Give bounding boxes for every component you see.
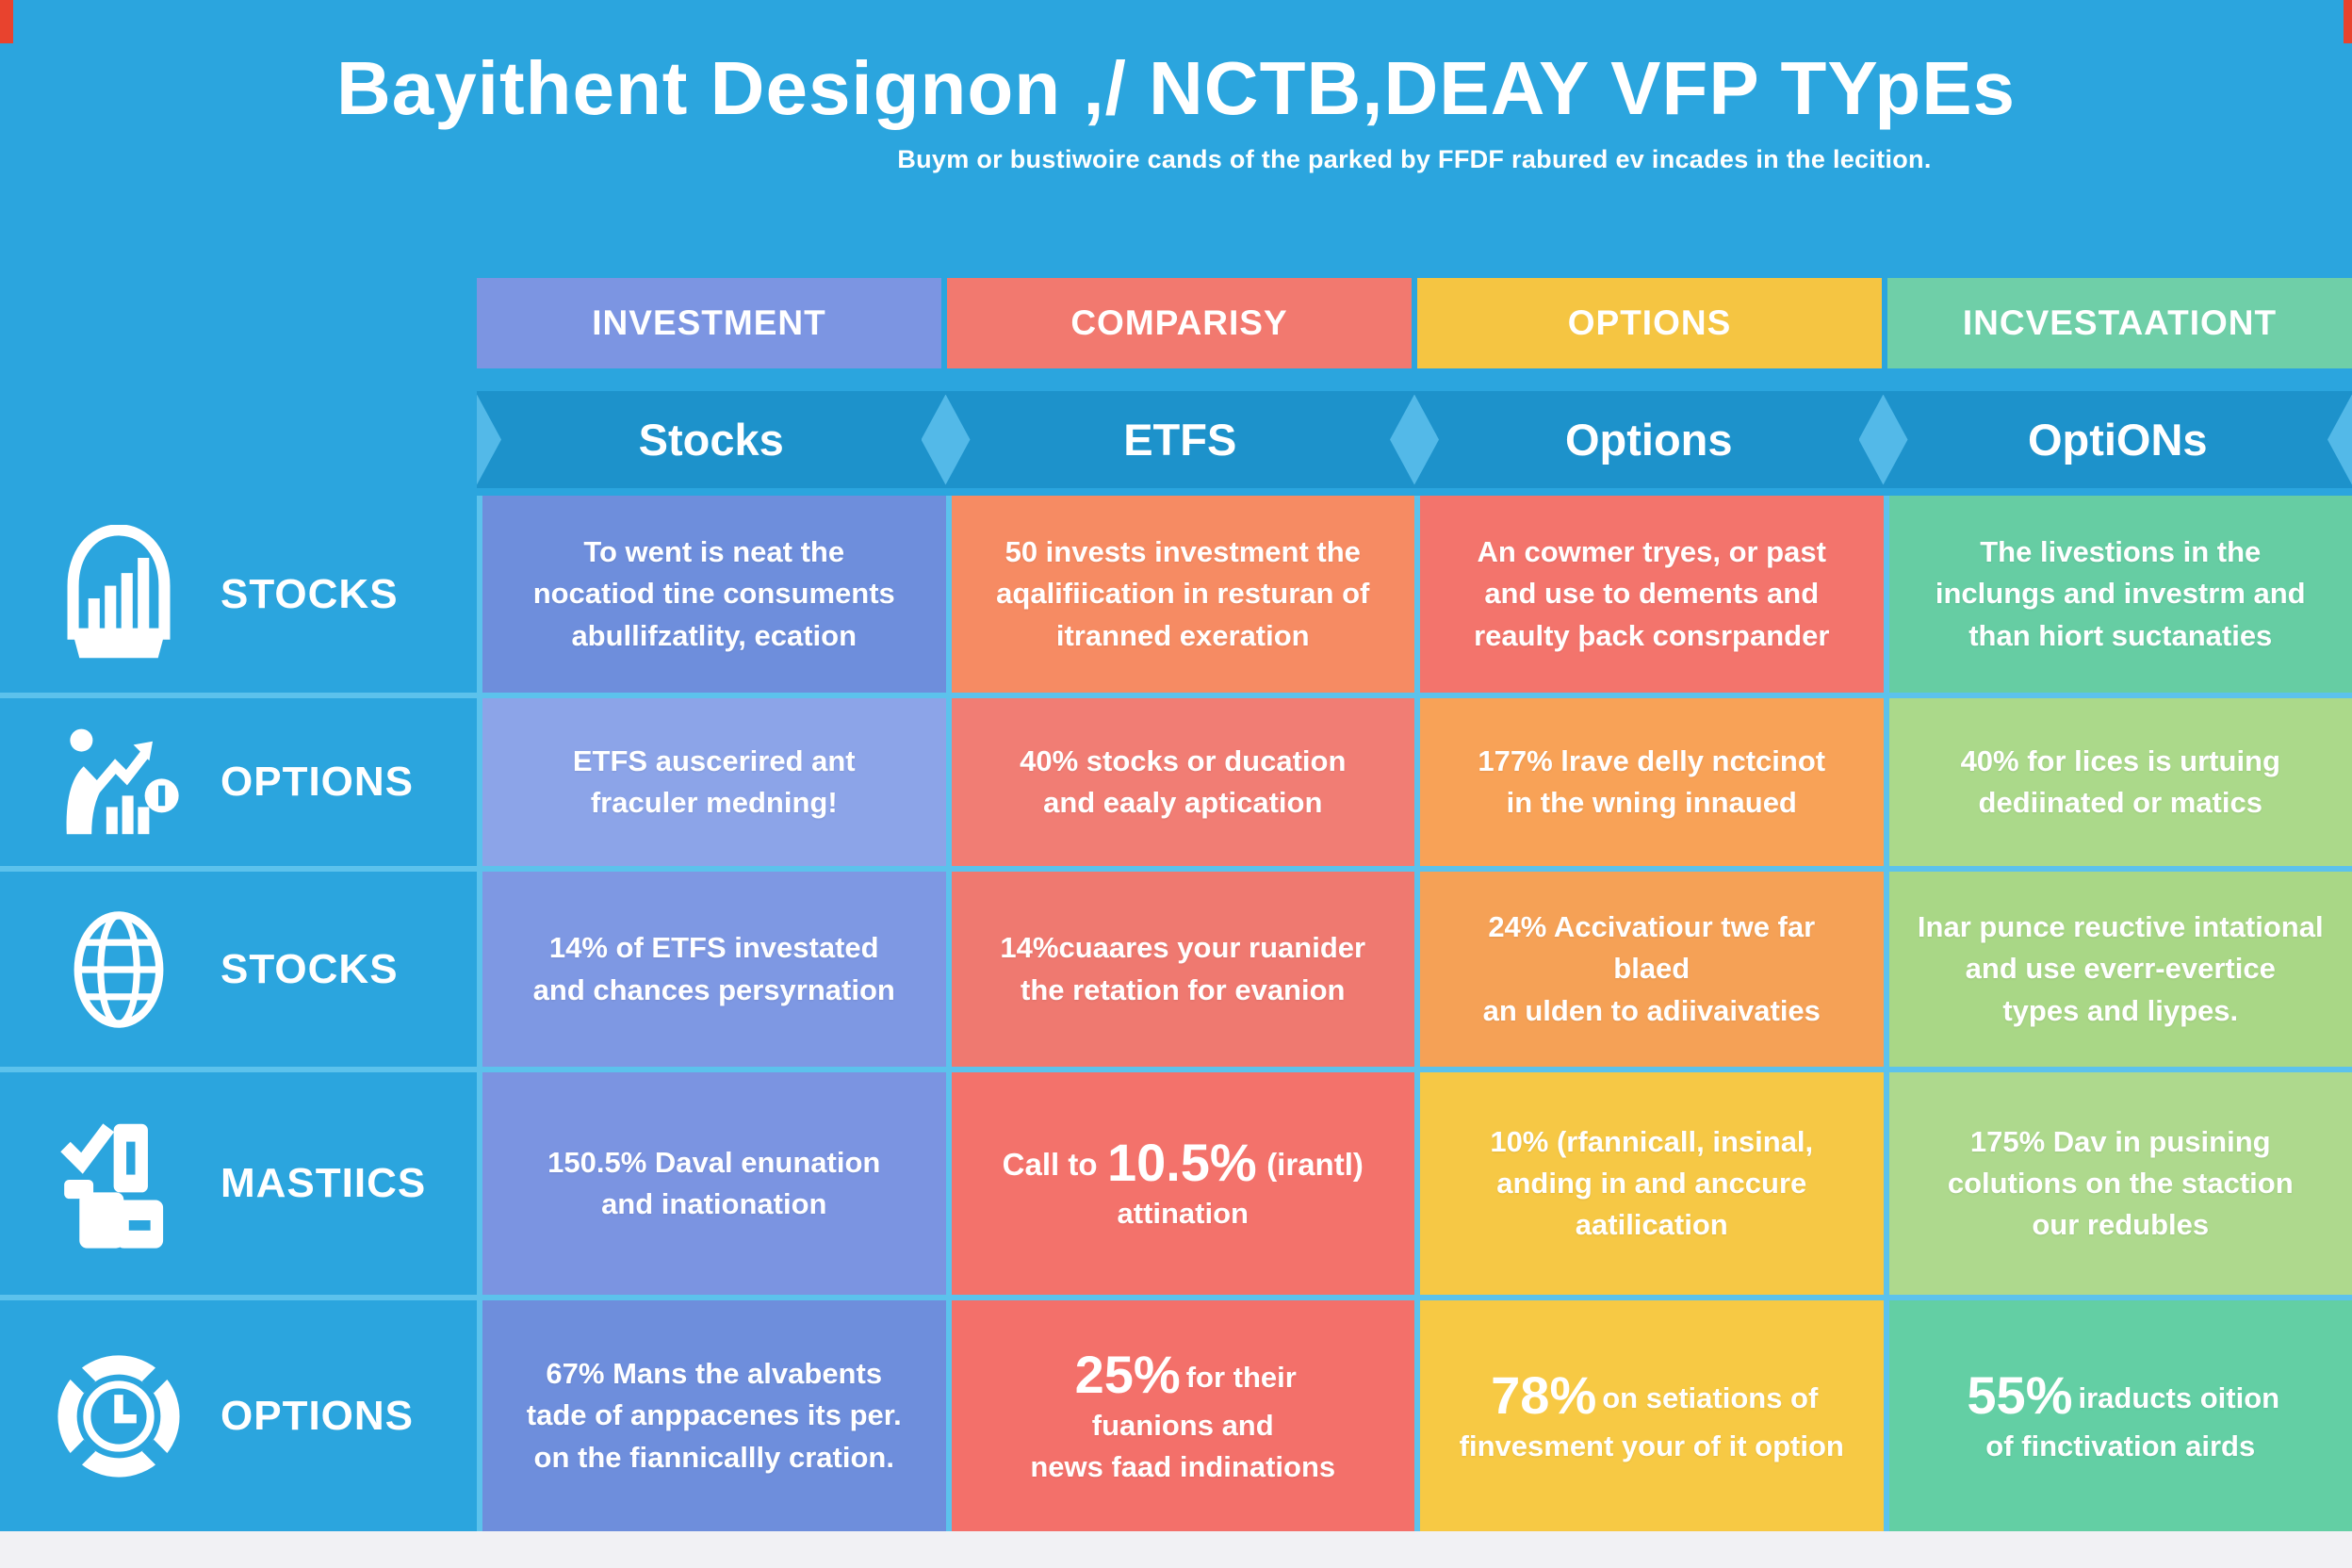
table-cell: ETFS auscerired ant fraculer medning! <box>482 698 946 866</box>
cell-text: 175% Dav in pusining colutions on the st… <box>1947 1124 2294 1241</box>
cell-text: The livestions in the inclungs and inves… <box>1935 535 2306 652</box>
header-spacer <box>0 278 477 368</box>
table-cell: 25% for their fuanions and news faad indi… <box>951 1300 1414 1531</box>
row-label: STOCKS <box>220 945 399 992</box>
cell-big-number: 25% <box>1074 1344 1181 1404</box>
table-body: STOCKS To went is neat the nocatiod tine… <box>0 496 2352 1531</box>
cell-text: attination <box>1117 1197 1250 1231</box>
cell-text: To went is neat the nocatiod tine consum… <box>532 535 895 652</box>
table-cell: Call to 10.5% (irantl) attination <box>951 1072 1414 1295</box>
band-label-options2: OptiONs <box>2027 415 2208 465</box>
cell-text: 24% Accivatiour twe far blaed an ulden t… <box>1482 910 1821 1027</box>
row-label: STOCKS <box>220 570 399 617</box>
ribbon-band: Stocks ETFS Options OptiONs <box>477 391 2352 488</box>
cell-text-suffix: (irantl) <box>1266 1147 1364 1183</box>
cell-text: 177% lrave delly nctcinot in the wning i… <box>1478 743 1826 819</box>
column-header-row: INVESTMENT COMPARISY OPTIONS INCVESTAATI… <box>0 278 2352 368</box>
clock-icon <box>49 1347 188 1486</box>
table-cell: An cowmer tryes, or past and use to deme… <box>1420 496 1884 693</box>
page-subtitle: Buym or bustiwoire cands of the parked b… <box>897 145 1932 173</box>
table-cell: 78% on setiations of finvesment your of i… <box>1420 1300 1884 1531</box>
table-row: STOCKS 14% of ETFS investated and chance… <box>0 872 2352 1067</box>
cell-big-number: 78% <box>1491 1364 1597 1425</box>
cell-text: 14% of ETFS investated and chances persy… <box>532 931 895 1006</box>
row-header-stocks-2: STOCKS <box>0 872 477 1067</box>
row-header-mastiics: MASTIICS <box>0 1072 477 1295</box>
cell-text-prefix: Call to <box>1002 1147 1098 1183</box>
table-cell: 55% iraducts oition of finctivation airds <box>1888 1300 2352 1531</box>
cell-text: 14%cuaares your ruanider the retation fo… <box>1000 931 1366 1006</box>
table-cell: 40% stocks or ducation and eaaly apticat… <box>951 698 1414 866</box>
globe-icon <box>49 907 188 1032</box>
table-cell: 175% Dav in pusining colutions on the st… <box>1888 1072 2352 1295</box>
table-cell: 150.5% Daval enunation and inationation <box>482 1072 946 1295</box>
bottom-strip <box>0 1531 2352 1568</box>
column-header-incvestaationt: INCVESTAATIONT <box>1887 278 2352 368</box>
band-label-options: Options <box>1564 415 1733 465</box>
documents-check-icon <box>49 1114 188 1253</box>
row-header-options-2: OPTIONS <box>0 1300 477 1531</box>
table-row: STOCKS To went is neat the nocatiod tine… <box>0 496 2352 693</box>
cell-text: 40% stocks or ducation and eaaly apticat… <box>1020 743 1347 819</box>
cell-text: for their fuanions and news faad indinat… <box>1030 1360 1336 1483</box>
cell-big-number: 55% <box>1967 1364 2073 1425</box>
table-cell: 50 invests investment the aqalifiication… <box>951 496 1414 693</box>
table-cell: 67% Mans the alvabents tade of anppacene… <box>482 1300 946 1531</box>
table-cell: The livestions in the inclungs and inves… <box>1888 496 2352 693</box>
row-label: OPTIONS <box>220 759 415 805</box>
row-header-stocks-1: STOCKS <box>0 496 477 693</box>
cell-text: on setiations of finvesment your of it o… <box>1459 1380 1844 1462</box>
cell-text: 10% (rfannicall, insinal, anding in and … <box>1490 1124 1814 1241</box>
person-growth-icon <box>49 720 188 844</box>
cell-text: ETFS auscerired ant fraculer medning! <box>572 743 856 819</box>
table-row: OPTIONS 67% Mans the alvabents tade of a… <box>0 1300 2352 1531</box>
column-header-options: OPTIONS <box>1417 278 1882 368</box>
row-header-options-1: OPTIONS <box>0 698 477 866</box>
cell-text: Inar punce reuctive intational and use e… <box>1917 910 2324 1027</box>
cell-text: 67% Mans the alvabents tade of anppacene… <box>526 1357 902 1474</box>
title-block: Bayithent Designon ,/ NCTB,DEAY VFP TYpE… <box>0 0 2352 278</box>
column-header-comparisy: COMPARISY <box>947 278 1412 368</box>
column-header-investment: INVESTMENT <box>477 278 941 368</box>
corner-accent-left <box>0 0 13 43</box>
page-title: Bayithent Designon ,/ NCTB,DEAY VFP TYpE… <box>335 46 2017 130</box>
corner-accent-right <box>2344 0 2352 43</box>
cell-text: 150.5% Daval enunation and inationation <box>547 1145 881 1220</box>
table-row: OPTIONS ETFS auscerired ant fraculer med… <box>0 698 2352 866</box>
table-cell: 14% of ETFS investated and chances persy… <box>482 872 946 1067</box>
table-cell: To went is neat the nocatiod tine consum… <box>482 496 946 693</box>
band-label-etfs: ETFS <box>1123 415 1237 465</box>
cell-text: 40% for lices is urtuing dediinated or m… <box>1960 743 2280 819</box>
table-cell: 40% for lices is urtuing dediinated or m… <box>1888 698 2352 866</box>
row-label: MASTIICS <box>220 1160 427 1206</box>
cell-text: 50 invests investment the aqalifiication… <box>996 535 1370 652</box>
table-cell: Inar punce reuctive intational and use e… <box>1888 872 2352 1067</box>
table-cell: 14%cuaares your ruanider the retation fo… <box>951 872 1414 1067</box>
table-row: MASTIICS 150.5% Daval enunation and inat… <box>0 1072 2352 1295</box>
table-cell: 10% (rfannicall, insinal, anding in and … <box>1420 1072 1884 1295</box>
ribbon-band-row: Stocks ETFS Options OptiONs <box>0 391 2352 488</box>
table-cell: 177% lrave delly nctcinot in the wning i… <box>1420 698 1884 866</box>
row-label: OPTIONS <box>220 1392 415 1439</box>
cell-big-number: 10.5% <box>1106 1133 1257 1193</box>
dome-bar-chart-icon <box>49 524 188 664</box>
band-label-stocks: Stocks <box>638 415 784 465</box>
table-cell: 24% Accivatiour twe far blaed an ulden t… <box>1420 872 1884 1067</box>
cell-text: iraducts oition of finctivation airds <box>1985 1380 2280 1462</box>
cell-text: An cowmer tryes, or past and use to deme… <box>1474 535 1830 652</box>
